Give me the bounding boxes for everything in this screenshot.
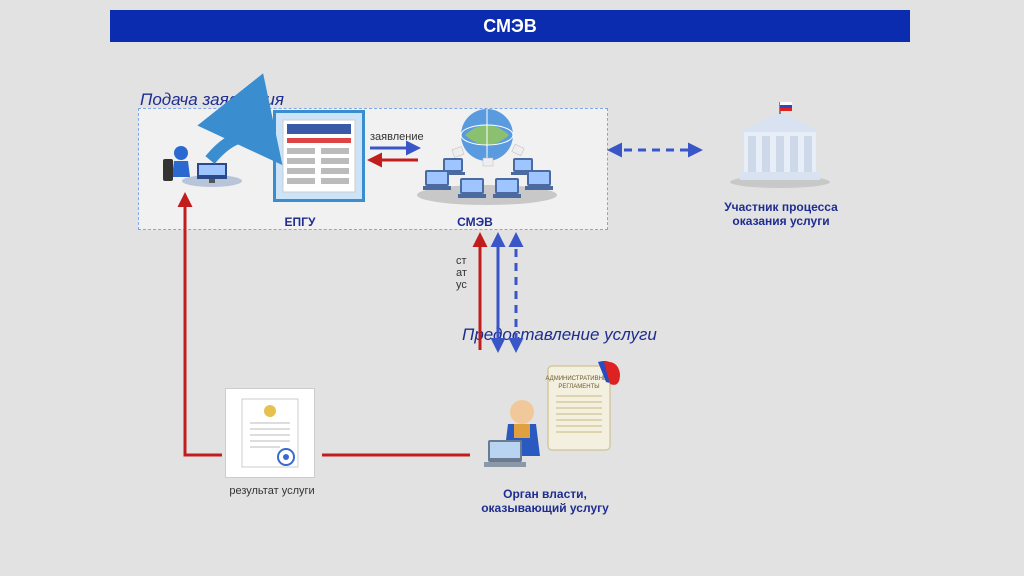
status-line-1: ст (456, 255, 467, 267)
epgu-label: ЕПГУ (280, 215, 320, 229)
edge-label-application: заявление (370, 131, 424, 143)
section-submission: Подача заявления (140, 90, 284, 110)
epgu-node (273, 110, 365, 202)
smev-label: СМЭВ (455, 215, 495, 229)
status-line-2: ат (456, 267, 467, 279)
authority-label: Орган власти, оказывающий услугу (465, 487, 625, 515)
result-node (225, 388, 315, 478)
arrow-result-to-user (185, 195, 222, 455)
section-provision: Предоставление услуги (462, 325, 657, 345)
authority-node: АДМИНИСТРАТИВНЫЙ РЕГЛАМЕНТЫ (478, 356, 628, 476)
participant-node (720, 100, 840, 190)
smev-node (405, 100, 570, 210)
svg-text:АДМИНИСТРАТИВНЫЙ: АДМИНИСТРАТИВНЫЙ (545, 374, 612, 382)
gov-building-icon (720, 100, 840, 190)
edge-label-status: ст ат ус (456, 255, 467, 291)
svg-text:РЕГЛАМЕНТЫ: РЕГЛАМЕНТЫ (558, 384, 599, 390)
official-with-document-icon: АДМИНИСТРАТИВНЫЙ РЕГЛАМЕНТЫ (478, 356, 628, 476)
globe-network-icon (405, 100, 570, 210)
title-text: СМЭВ (483, 16, 537, 36)
participant-label: Участник процесса оказания услуги (716, 200, 846, 228)
portal-window-icon (279, 116, 359, 196)
user-node (152, 130, 262, 190)
result-document-icon (232, 393, 308, 473)
title-bar: СМЭВ (110, 10, 910, 42)
result-label: результат услуги (222, 485, 322, 497)
status-line-3: ус (456, 279, 467, 291)
user-at-desk-icon (157, 133, 257, 188)
